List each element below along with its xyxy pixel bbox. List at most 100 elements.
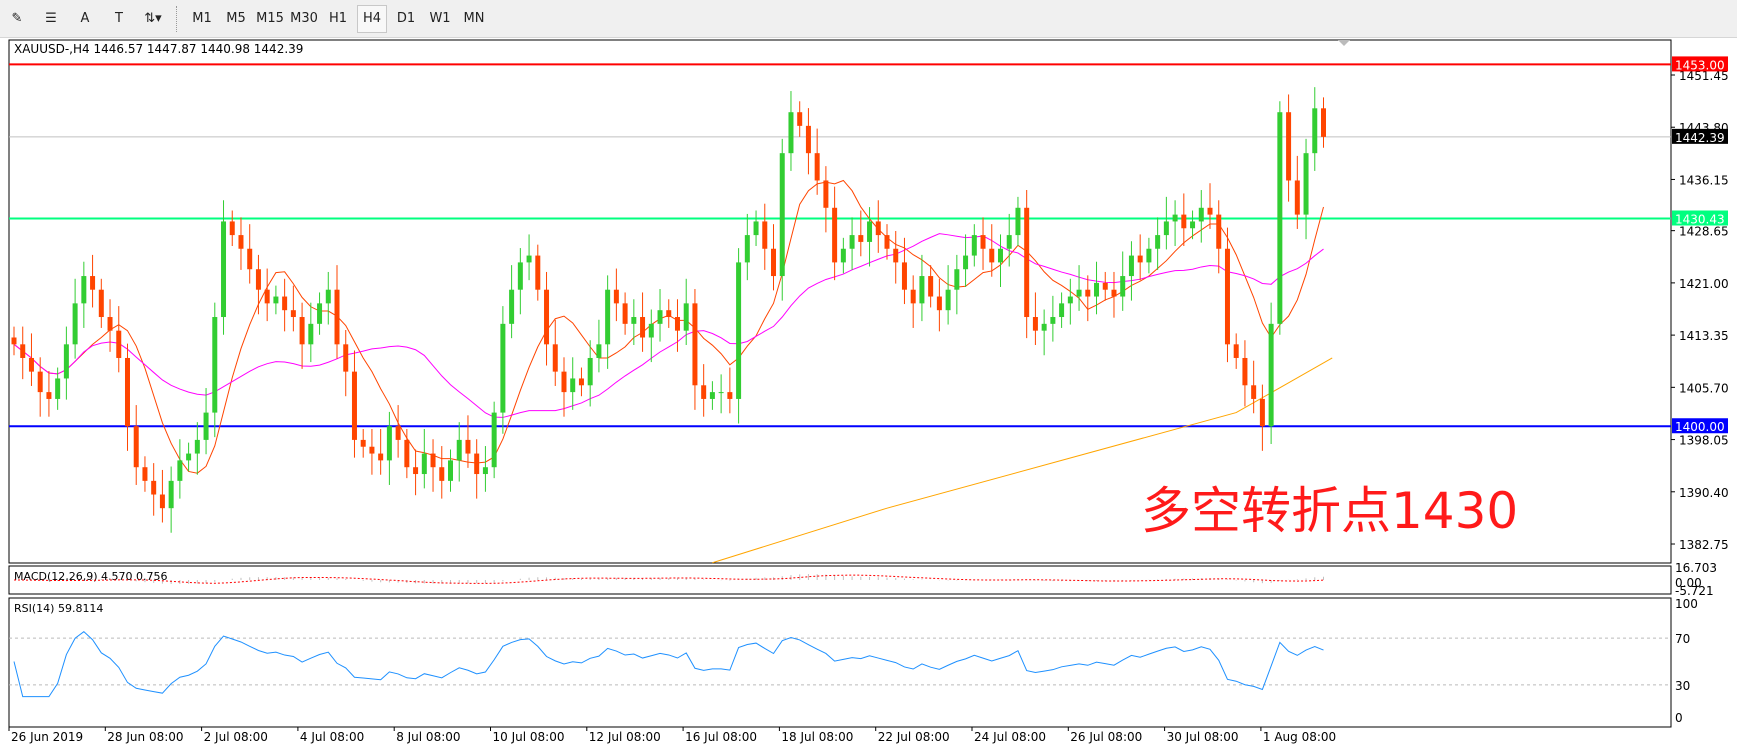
x-tick-label: 26 Jun 2019: [11, 730, 83, 744]
candle: [867, 207, 873, 267]
timeframe-h4-button[interactable]: H4: [357, 4, 387, 33]
candle-body: [901, 262, 907, 290]
x-tick-label: 10 Jul 08:00: [493, 730, 565, 744]
candle-body: [989, 248, 995, 263]
timeframe-w1-button[interactable]: W1: [429, 11, 451, 26]
price-chart[interactable]: XAUUSD-,H4 1446.57 1447.87 1440.98 1442.…: [0, 37, 1737, 752]
candle-body: [142, 467, 148, 481]
candle-body: [674, 317, 680, 331]
candle: [1006, 213, 1012, 267]
candle-body: [893, 248, 899, 263]
candle: [997, 234, 1003, 287]
candle-body: [1094, 282, 1100, 297]
candle-body: [404, 439, 410, 468]
text-label-icon[interactable]: T: [115, 11, 123, 26]
text-icon[interactable]: A: [80, 11, 90, 26]
candle: [1163, 196, 1169, 250]
candle-body: [55, 378, 61, 399]
candle-body: [779, 153, 785, 277]
timeframe-m5-button[interactable]: M5: [226, 11, 246, 26]
candle-body: [168, 480, 174, 509]
candle-body: [736, 262, 742, 399]
candle-body: [692, 303, 698, 386]
candle: [701, 364, 707, 417]
candle: [1321, 97, 1326, 148]
candle-body: [613, 289, 619, 304]
candle-body: [1233, 344, 1239, 358]
candle: [692, 289, 698, 410]
timeframe-mn-button[interactable]: MN: [463, 11, 485, 26]
candle-body: [247, 248, 253, 270]
candle-body: [954, 269, 960, 290]
candle: [1155, 217, 1161, 270]
candle: [168, 466, 174, 533]
x-tick-label: 28 Jun 08:00: [107, 730, 183, 744]
x-tick-label: 22 Jul 08:00: [878, 730, 950, 744]
candle: [203, 388, 209, 455]
candle: [622, 292, 628, 335]
annotation-text[interactable]: 多空转折点1430: [1141, 482, 1518, 540]
candle: [1102, 271, 1108, 301]
candle: [657, 289, 663, 342]
candle: [858, 210, 864, 257]
ma-long-line: [712, 357, 1333, 564]
elliott-wave-icon[interactable]: ✎: [11, 11, 23, 26]
candle-body: [500, 323, 506, 413]
candle-body: [753, 221, 759, 236]
candle-body: [482, 467, 488, 475]
candle: [849, 217, 855, 270]
timeframe-m15-button[interactable]: M15: [256, 11, 284, 26]
candle: [561, 357, 567, 417]
x-tick-label: 26 Jul 08:00: [1070, 730, 1142, 744]
candle: [124, 343, 130, 451]
y-tick-label: 1436.15: [1679, 173, 1729, 187]
candle: [456, 422, 462, 482]
candle-body: [1312, 108, 1318, 154]
level-label: 1453.00: [1675, 58, 1725, 72]
candle: [989, 224, 995, 277]
macd-panel: [8, 565, 1672, 595]
timeframe-m30-button[interactable]: M30: [290, 11, 318, 26]
candle-body: [1085, 289, 1091, 297]
candle-body: [1032, 317, 1038, 331]
candle-body: [46, 392, 52, 399]
level-tag: [1672, 418, 1728, 434]
candle: [1268, 302, 1274, 444]
candle-body: [290, 310, 296, 318]
timeframe-d1-button[interactable]: D1: [396, 11, 416, 26]
level-label: 1400.00: [1675, 420, 1725, 434]
x-tick-label: 16 Jul 08:00: [685, 730, 757, 744]
candle: [963, 234, 969, 287]
candle-body: [1198, 207, 1204, 222]
candle: [1137, 234, 1143, 281]
candle: [823, 166, 829, 233]
candle: [1111, 271, 1117, 318]
shift-marker-icon[interactable]: [1338, 40, 1350, 46]
candle: [1277, 101, 1283, 335]
y-tick-label: 1390.40: [1679, 486, 1729, 500]
candle: [1259, 384, 1265, 451]
macd-signal-line: [13, 574, 1324, 584]
fibonacci-lines-icon[interactable]: ☰: [45, 11, 57, 26]
candle: [264, 268, 270, 322]
candle-body: [526, 255, 532, 263]
candle-body: [1294, 180, 1300, 215]
candle-body: [1259, 398, 1265, 427]
candle-body: [1321, 108, 1326, 137]
y-tick-label: 1382.75: [1679, 538, 1729, 552]
candle-body: [159, 494, 165, 509]
arrows-dropdown-icon[interactable]: ⇅▾: [144, 11, 162, 26]
candle-body: [1163, 221, 1169, 236]
candle-body: [194, 439, 200, 454]
candle: [421, 428, 427, 489]
candle-body: [814, 153, 820, 181]
timeframe-h1-button[interactable]: H1: [328, 11, 348, 26]
timeframe-m1-button[interactable]: M1: [192, 11, 212, 26]
candle: [1198, 190, 1204, 243]
candle-body: [1286, 112, 1292, 181]
candle: [797, 101, 803, 137]
candle-body: [1067, 296, 1073, 304]
candle: [1067, 278, 1073, 325]
candle-body: [832, 207, 838, 263]
candle-body: [718, 392, 724, 394]
